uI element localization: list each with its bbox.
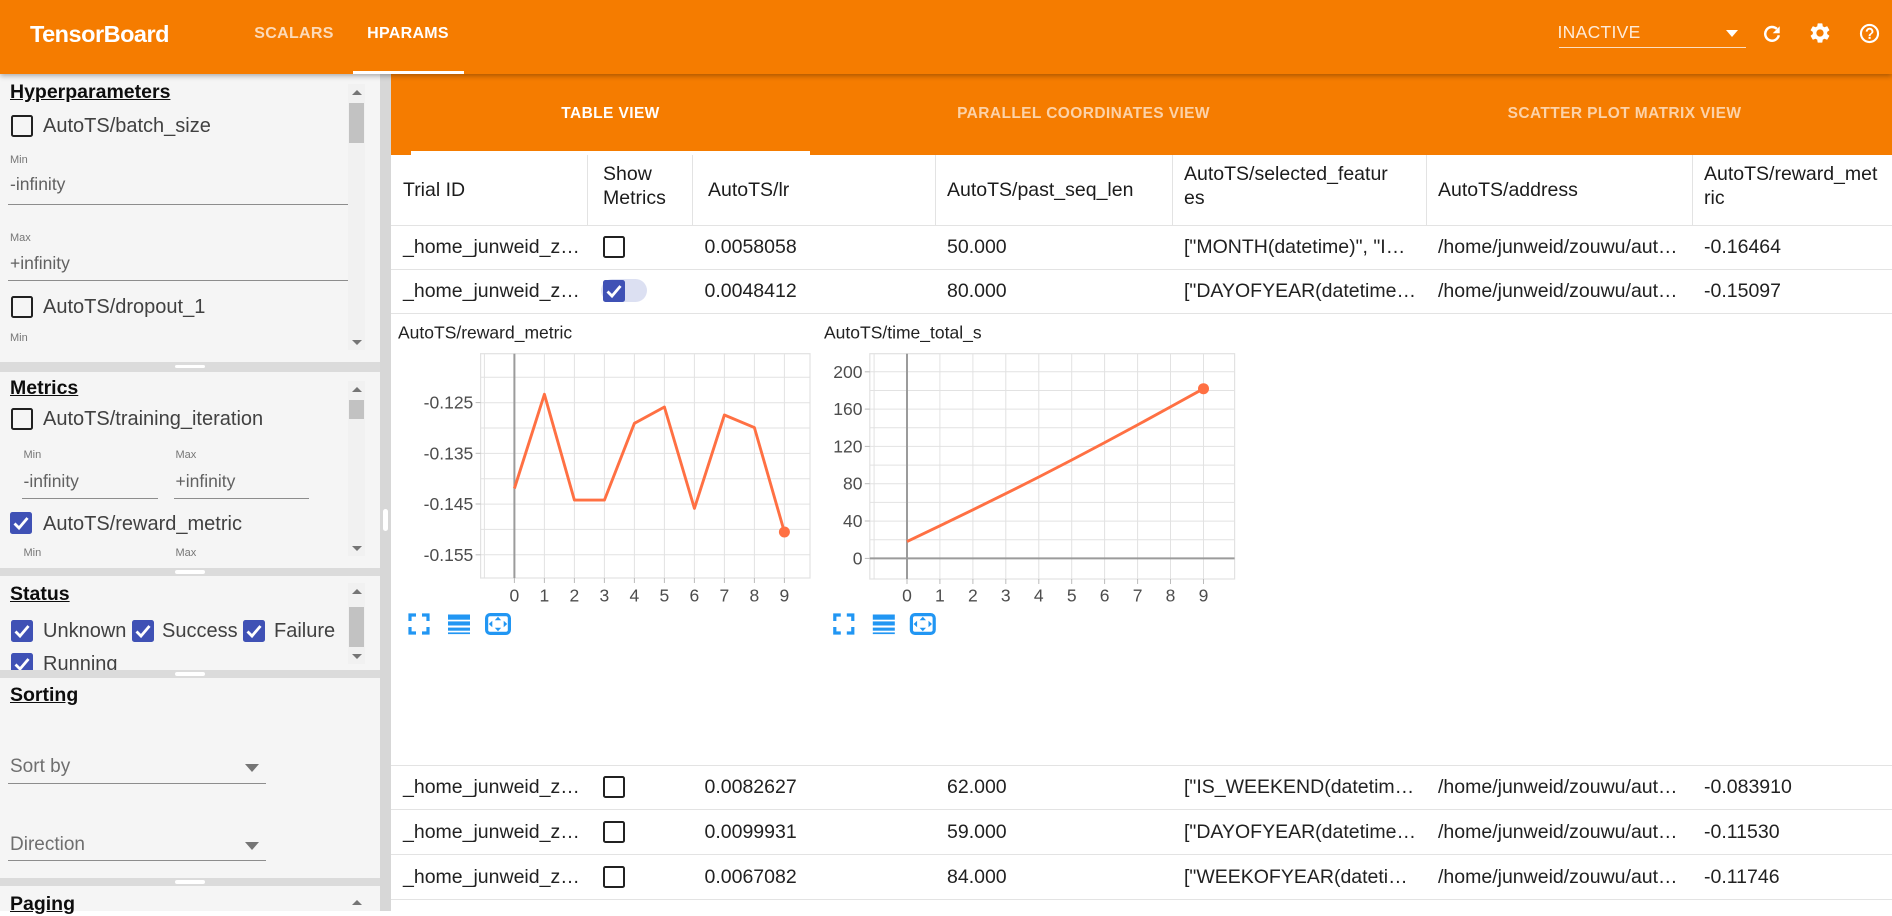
svg-text:1: 1	[540, 586, 550, 606]
svg-text:9: 9	[1199, 586, 1209, 606]
svg-text:120: 120	[833, 436, 862, 456]
svg-text:-0.155: -0.155	[424, 545, 474, 565]
svg-text:40: 40	[843, 511, 863, 531]
svg-text:AutoTS/reward_metric: AutoTS/reward_metric	[398, 323, 572, 344]
svg-text:8: 8	[750, 586, 760, 606]
svg-text:8: 8	[1166, 586, 1176, 606]
svg-text:0: 0	[510, 586, 520, 606]
svg-text:0: 0	[853, 548, 863, 568]
svg-text:0: 0	[902, 586, 912, 606]
svg-text:3: 3	[1001, 586, 1011, 606]
svg-text:-0.145: -0.145	[424, 494, 474, 514]
svg-text:80: 80	[843, 474, 863, 494]
svg-text:160: 160	[833, 399, 862, 419]
svg-text:5: 5	[660, 586, 670, 606]
svg-text:2: 2	[570, 586, 580, 606]
svg-text:4: 4	[630, 586, 640, 606]
svg-text:200: 200	[833, 362, 862, 382]
svg-text:6: 6	[690, 586, 700, 606]
svg-text:2: 2	[968, 586, 978, 606]
svg-text:3: 3	[600, 586, 610, 606]
svg-text:4: 4	[1034, 586, 1044, 606]
svg-text:6: 6	[1100, 586, 1110, 606]
svg-text:AutoTS/time_total_s: AutoTS/time_total_s	[824, 323, 982, 344]
svg-text:-0.125: -0.125	[424, 393, 474, 413]
svg-text:9: 9	[780, 586, 790, 606]
svg-text:-0.135: -0.135	[424, 443, 474, 463]
svg-text:5: 5	[1067, 586, 1077, 606]
svg-text:7: 7	[720, 586, 730, 606]
svg-text:7: 7	[1133, 586, 1143, 606]
svg-text:1: 1	[935, 586, 945, 606]
